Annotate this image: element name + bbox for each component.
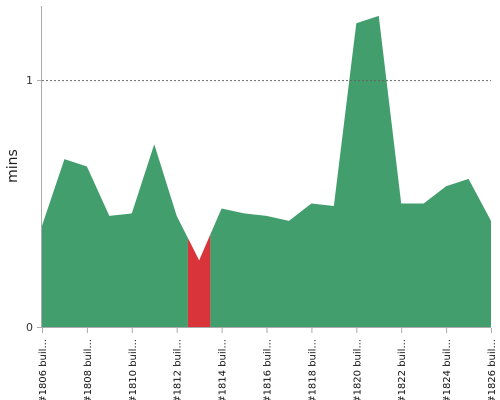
x-tick-label: #1812 buil... (173, 339, 184, 400)
area-segment-failure-1 (187, 234, 211, 327)
x-tick-label: #1816 buil... (263, 339, 274, 400)
x-axis-ticks: #1806 buil... #1808 buil... #1810 buil... #… (38, 328, 498, 400)
x-tick-label: #1820 buil... (352, 339, 363, 400)
y-tick-label: 1 (26, 74, 33, 87)
x-tick-label: #1818 buil... (307, 339, 318, 400)
axes (41, 6, 491, 328)
y-axis-label: mins (5, 149, 21, 183)
y-tick-label: 0 (26, 321, 33, 334)
area-segments (42, 15, 491, 327)
area-segment-success-2 (210, 15, 491, 327)
area-segment-success-0 (42, 144, 188, 327)
x-tick-label: #1810 buil... (128, 339, 139, 400)
x-tick-label: #1824 buil... (442, 339, 453, 400)
x-tick-label: #1814 buil... (218, 339, 229, 400)
y-axis-ticks: 01 (26, 74, 42, 334)
x-tick-label: #1806 buil... (38, 339, 49, 400)
x-tick-label: #1808 buil... (83, 339, 94, 400)
x-tick-label: #1822 buil... (397, 339, 408, 400)
x-tick-label: #1826 buil... (487, 339, 498, 400)
